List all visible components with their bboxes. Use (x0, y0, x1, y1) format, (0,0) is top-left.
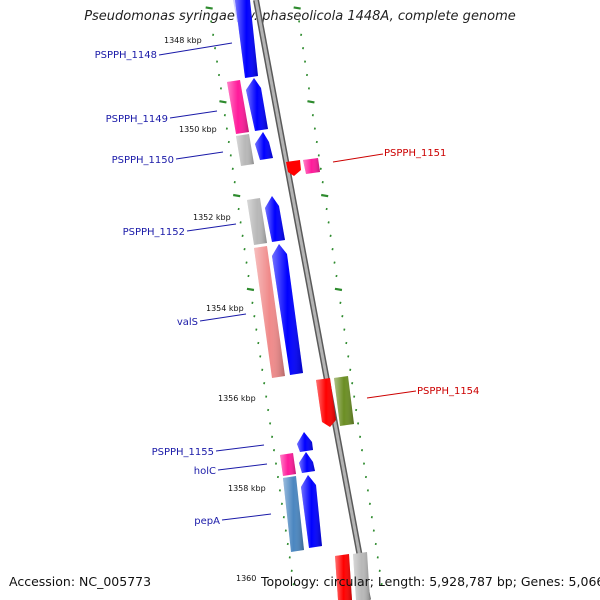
kbp-label: 1358 kbp (228, 484, 266, 493)
gene-label[interactable]: holC (194, 466, 216, 477)
inner-tick-track (205, 6, 295, 586)
cds-track-forward (235, 0, 322, 548)
gene-label[interactable]: PSPPH_1154 (417, 386, 479, 397)
gene-label[interactable]: PSPPH_1149 (106, 114, 168, 125)
tick-mark (246, 287, 255, 292)
gene-label[interactable]: PSPPH_1150 (112, 155, 174, 166)
outer-tick-track (293, 6, 383, 586)
gene-label[interactable]: PSPPH_1152 (123, 227, 185, 238)
tick-mark (321, 193, 329, 198)
cds-track-reverse (286, 158, 370, 600)
tick-mark (205, 6, 213, 10)
tick-mark (293, 6, 301, 10)
label-leaders (158, 42, 417, 521)
kbp-label: 1354 kbp (206, 304, 244, 313)
tick-mark (334, 287, 343, 292)
backbone (253, 0, 371, 600)
tick-mark (307, 100, 315, 104)
kbp-label: 1348 kbp (164, 36, 202, 45)
gene-label[interactable]: PSPPH_1155 (152, 447, 214, 458)
gene-label[interactable]: PSPPH_1151 (384, 148, 446, 159)
kbp-label: 1350 kbp (179, 125, 217, 134)
accession-text: Accession: NC_005773 (9, 574, 152, 589)
kbp-tick-labels: 1348 kbp 1350 kbp 1352 kbp 1354 kbp 1356… (164, 36, 266, 583)
gene-label[interactable]: PSPPH_1148 (95, 50, 157, 61)
map-title: Pseudomonas syringae pv. phaseolicola 14… (84, 9, 516, 24)
kbp-label: 1352 kbp (193, 213, 231, 222)
gene-label[interactable]: valS (177, 317, 198, 328)
gene-feature[interactable] (286, 160, 301, 176)
gene-labels: PSPPH_1148 PSPPH_1149 PSPPH_1150 PSPPH_1… (95, 50, 480, 527)
cog-track-forward (227, 0, 304, 552)
genome-summary-text: Topology: circular; Length: 5,928,787 bp… (261, 574, 600, 589)
gene-label[interactable]: pepA (194, 516, 220, 527)
kbp-label: 1356 kbp (218, 394, 256, 403)
tick-mark (233, 193, 241, 198)
kbp-label: 1360 (236, 574, 256, 583)
tick-mark (219, 100, 227, 104)
